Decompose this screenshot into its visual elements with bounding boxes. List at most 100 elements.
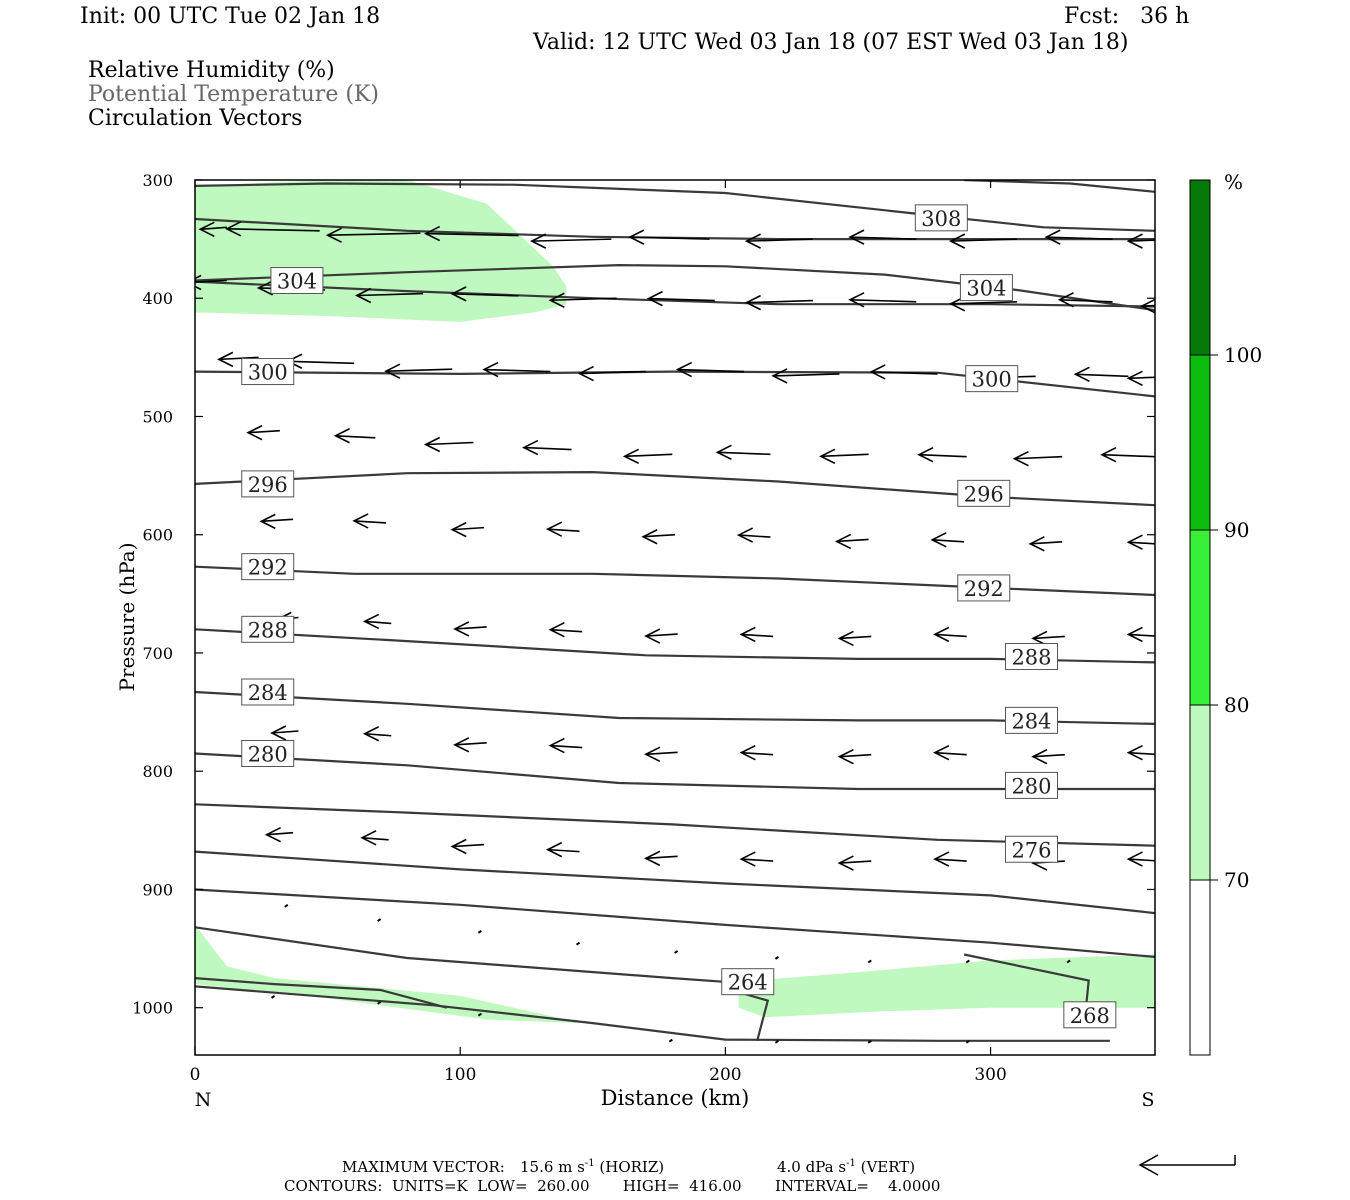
contour-label-box — [1004, 706, 1058, 734]
vector-shaft — [1128, 376, 1155, 380]
x-tick-label: 0 — [190, 1065, 201, 1085]
north-label: N — [195, 1089, 212, 1111]
contour-label-box — [1004, 835, 1058, 863]
vector-head — [1126, 744, 1143, 761]
vector-shaft — [247, 429, 280, 434]
y-tick-label: 600 — [142, 526, 173, 545]
x-axis-label: Distance (km) — [601, 1086, 750, 1110]
vector-shaft — [550, 744, 583, 749]
vector-head — [1126, 626, 1143, 643]
vector-arrow — [545, 521, 580, 537]
vector-shaft — [454, 626, 487, 630]
theta-contour-20 — [195, 926, 723, 983]
theta-contour-4 — [195, 280, 1155, 308]
vector-head — [917, 446, 934, 463]
vector-head — [354, 287, 372, 304]
vector-head — [834, 533, 852, 550]
vector-shaft — [645, 855, 678, 860]
vector-head — [352, 513, 369, 529]
colorbar-tick-label: 90 — [1224, 518, 1249, 542]
vector-arrow — [264, 826, 294, 843]
contour-label-308: 308 — [914, 204, 968, 232]
vector-arrow — [933, 744, 967, 761]
vector-shaft — [746, 299, 813, 304]
vector-shaft — [1059, 298, 1113, 303]
vector-arrow — [837, 748, 872, 765]
y-tick-label: 300 — [142, 171, 173, 190]
vector-shaft — [218, 356, 259, 361]
contour-label-text: 280 — [1011, 774, 1051, 798]
vector-shaft — [547, 528, 580, 532]
vector-head — [949, 233, 966, 249]
y-tick-label: 1000 — [132, 999, 173, 1018]
vector-arrow — [286, 353, 355, 369]
vector-shaft — [741, 633, 774, 638]
vector-head — [453, 621, 470, 637]
vector-head — [246, 424, 263, 441]
vector-shaft — [717, 451, 771, 456]
vert-exponent: -1 — [846, 1158, 856, 1169]
vector-arrow — [930, 532, 965, 548]
contour-label-text: 296 — [248, 473, 288, 497]
contour-label-box — [241, 553, 295, 581]
contour-label-304: 304 — [270, 267, 324, 295]
field-rh: Relative Humidity (%) — [88, 58, 335, 83]
vector-shaft — [1141, 304, 1155, 307]
vector-shaft — [547, 848, 580, 853]
south-label: S — [1141, 1089, 1154, 1111]
vector-head — [545, 521, 563, 537]
vector-arrow — [646, 290, 715, 307]
vector-shaft — [629, 236, 710, 240]
vector-shaft — [773, 373, 840, 377]
vector-arrow — [837, 855, 872, 871]
vector-shaft — [364, 732, 392, 737]
vector-head — [622, 448, 639, 465]
vector-arrow — [644, 746, 678, 763]
contour-label-text: 300 — [972, 368, 1012, 392]
vector-arrow — [869, 364, 938, 380]
vector-shaft — [335, 434, 376, 439]
forecast-hour: Fcst: 36 h — [1064, 4, 1190, 29]
vector-arrow — [744, 233, 813, 249]
small-vector — [377, 918, 382, 922]
contour-label-text: 288 — [1011, 646, 1051, 670]
vector-head — [217, 351, 234, 368]
vector-arrow — [848, 292, 917, 308]
vector-head — [225, 221, 242, 237]
vector-arrow — [362, 726, 392, 742]
vector-arrow — [1126, 233, 1155, 249]
colorbar-tick-label: 100 — [1224, 343, 1262, 367]
vector-arrow — [917, 446, 967, 463]
vector-arrow — [225, 221, 320, 237]
small-vector — [965, 1039, 970, 1044]
vector-arrow — [217, 351, 259, 368]
theta-contour-0 — [195, 182, 1155, 232]
vector-shaft — [425, 441, 474, 446]
vector-head — [1044, 229, 1061, 245]
contour-label-box — [957, 479, 1011, 507]
vector-arrow — [771, 368, 840, 384]
vector-head — [548, 621, 565, 638]
small-vector — [867, 1039, 872, 1044]
vector-arrow — [548, 621, 583, 638]
contour-label-text: 296 — [964, 482, 1004, 506]
max-vector-label: MAXIMUM VECTOR: — [342, 1158, 505, 1176]
vector-head — [450, 838, 467, 855]
vector-arrow — [949, 233, 1018, 249]
vector-head — [744, 233, 761, 249]
vector-arrow — [1031, 748, 1065, 765]
vector-head — [930, 532, 947, 548]
vector-head — [675, 361, 693, 378]
init-time: Init: 00 UTC Tue 02 Jan 18 — [80, 4, 381, 29]
max-vector-horiz: 15.6 m s-1 (HORIZ) — [520, 1158, 665, 1176]
vector-head — [848, 292, 865, 308]
vector-head — [848, 229, 865, 245]
vector-head — [837, 630, 854, 647]
vector-head — [362, 726, 380, 742]
theta-contour-3 — [195, 263, 1155, 312]
y-axis-label: Pressure (hPa) — [115, 543, 139, 692]
vector-shaft — [918, 453, 967, 458]
contour-label-box — [241, 358, 295, 386]
vector-shaft — [839, 635, 872, 640]
